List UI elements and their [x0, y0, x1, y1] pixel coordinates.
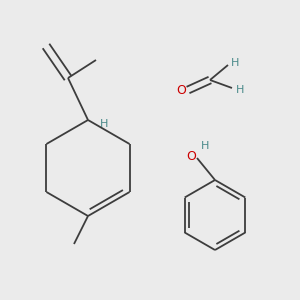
Text: H: H: [201, 141, 209, 151]
Text: O: O: [176, 83, 186, 97]
Text: O: O: [186, 151, 196, 164]
Text: H: H: [231, 58, 239, 68]
Text: H: H: [100, 119, 108, 129]
Text: H: H: [236, 85, 244, 95]
